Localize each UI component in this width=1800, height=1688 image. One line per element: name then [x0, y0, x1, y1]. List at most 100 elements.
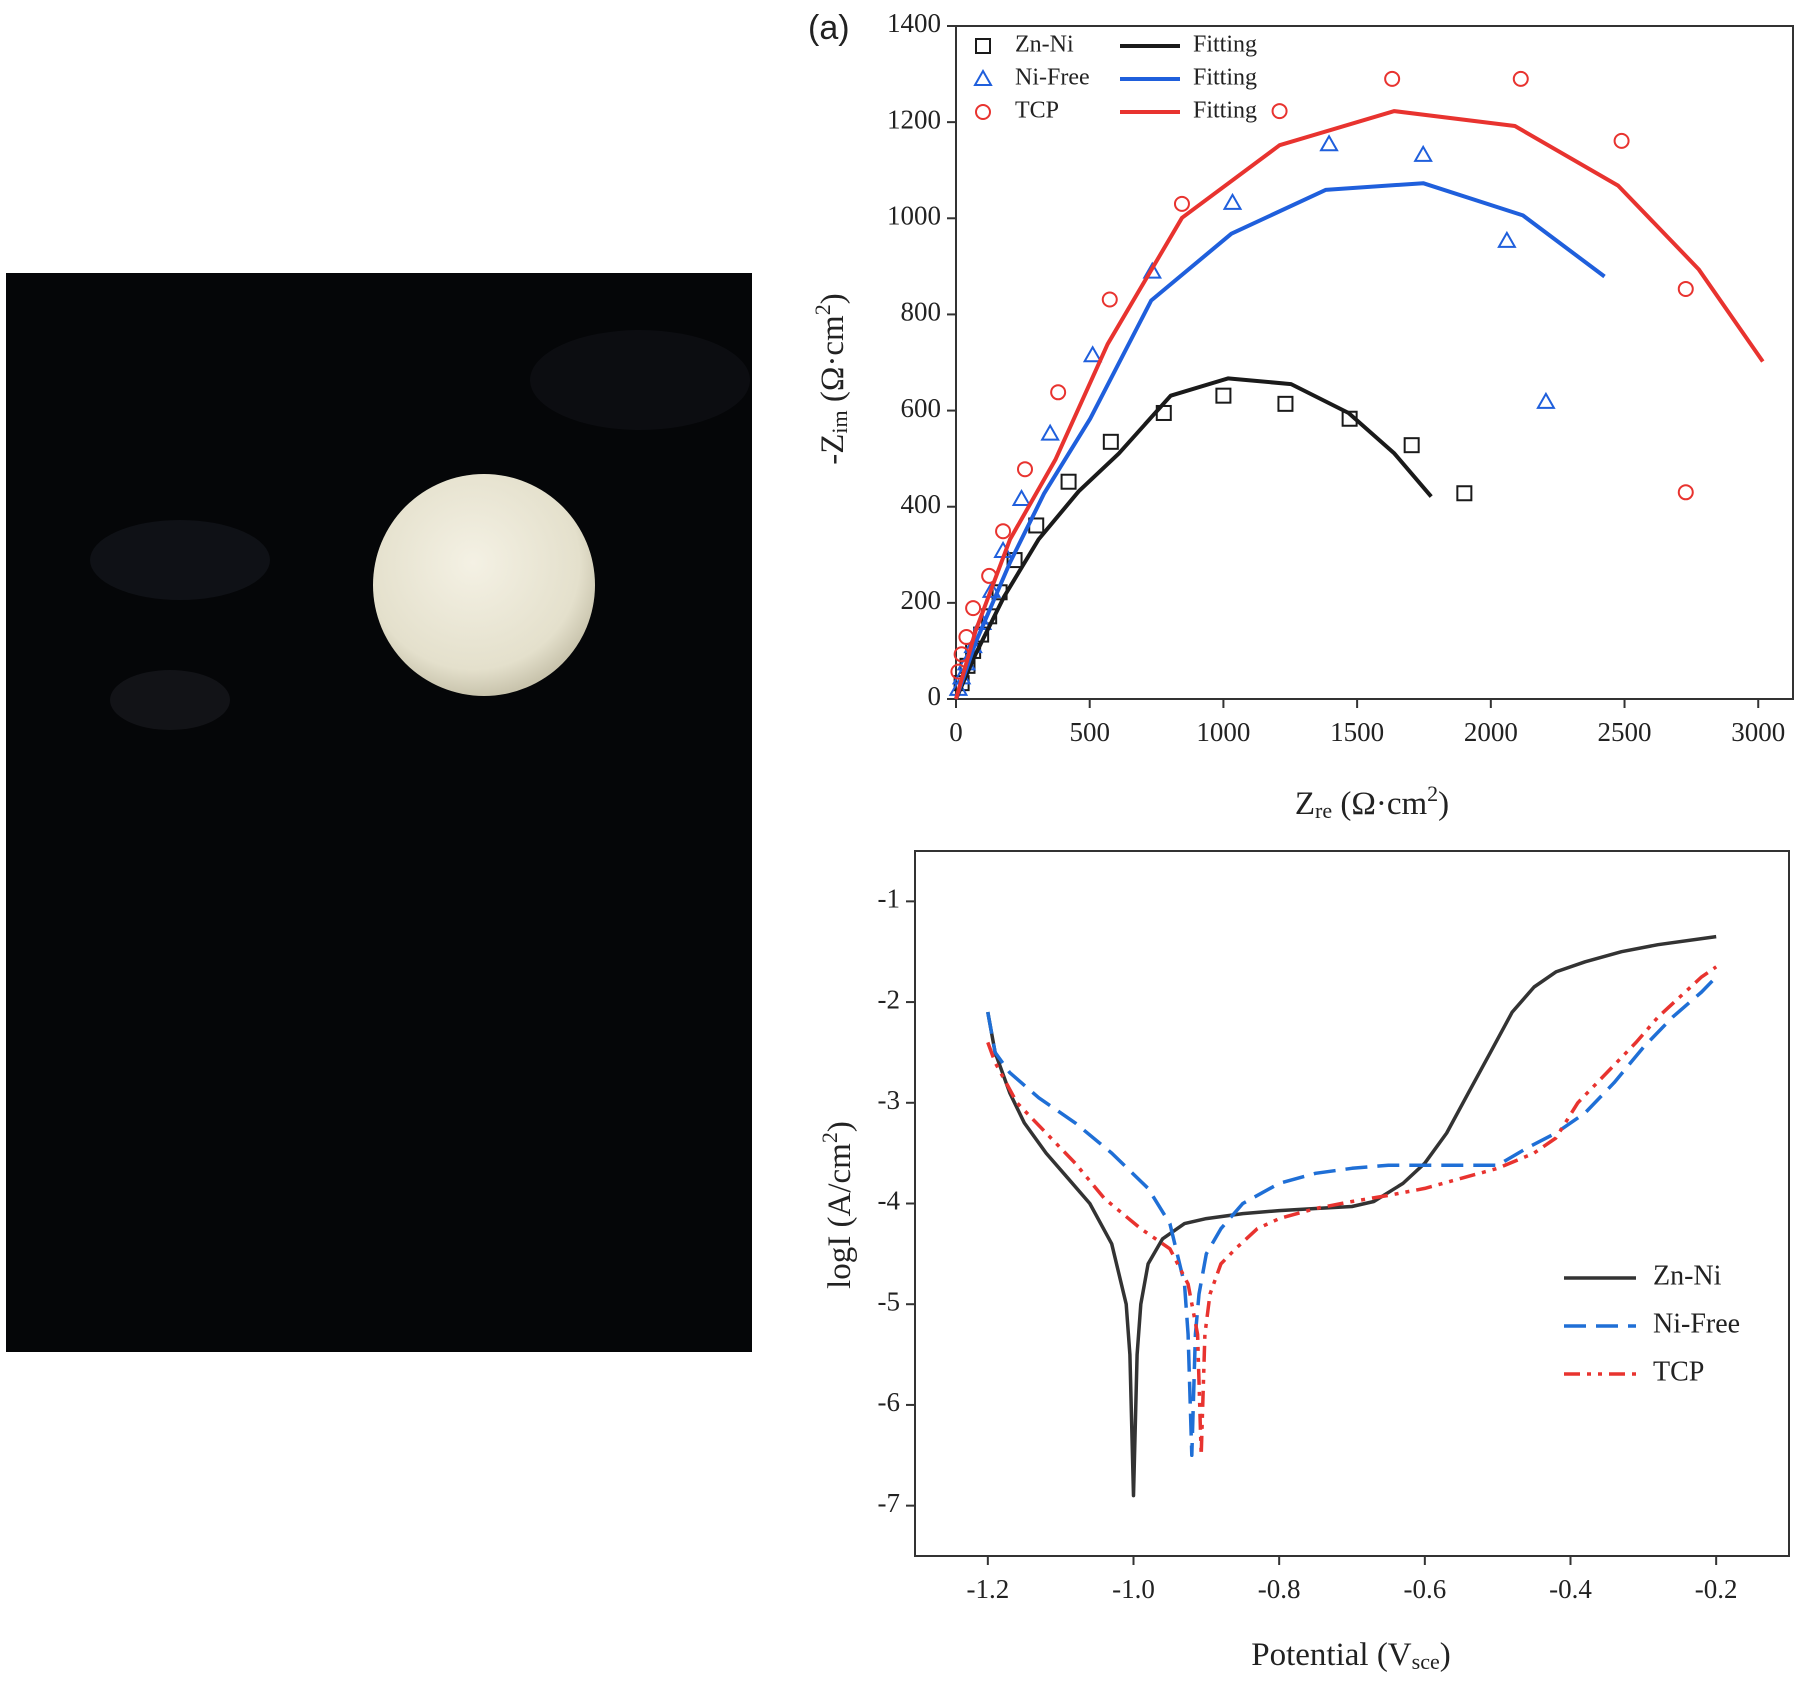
x-tick-label: -0.8	[1258, 1574, 1301, 1604]
legend-label: TCP	[1653, 1356, 1704, 1387]
x-tick-label: 500	[1069, 717, 1110, 747]
y-tick-label: 200	[901, 585, 942, 615]
marker-circle	[1173, 195, 1190, 212]
x-tick-label: -0.2	[1695, 1574, 1738, 1604]
legend-label: Ni-Free	[1653, 1308, 1740, 1339]
x-tick-label: 2500	[1598, 717, 1652, 747]
plot-frame	[914, 850, 1790, 1557]
axis-title-sub: re	[1315, 798, 1332, 823]
y-tick-label: -5	[878, 1286, 901, 1316]
series-line	[954, 376, 1433, 700]
x-tick-label: -1.2	[966, 1574, 1009, 1604]
axis-title-part: (Ω·cm	[815, 315, 851, 410]
photo-panel	[6, 273, 752, 1352]
legend-label: Fitting	[1193, 65, 1257, 91]
photo-texture	[110, 670, 230, 730]
series-line	[954, 181, 1606, 700]
axis-title-sup: 2	[1427, 781, 1438, 806]
axis-title: Zre (Ω·cm2)	[1295, 781, 1449, 822]
marker-triangle	[1040, 423, 1060, 441]
axis-title-part: )	[822, 1121, 858, 1132]
axis-title: -Zim (Ω·cm2)	[810, 293, 851, 464]
x-tick-label: -0.6	[1403, 1574, 1446, 1604]
legend-marker	[975, 38, 991, 54]
y-tick-label: 400	[901, 489, 942, 519]
x-tick-label: -0.4	[1549, 1574, 1592, 1604]
y-tick-label: 1400	[887, 8, 941, 38]
axis-title-part: (Ω·cm	[1332, 786, 1427, 822]
marker-circle	[1512, 70, 1529, 87]
y-tick-label: 600	[901, 393, 942, 423]
axis-title: Potential (Vsce)	[1251, 1637, 1451, 1674]
marker-triangle	[1536, 391, 1556, 409]
marker-circle	[1016, 461, 1033, 478]
axis-title-part: )	[1440, 1637, 1451, 1673]
marker-circle	[1613, 132, 1630, 149]
marker-circle	[995, 523, 1012, 540]
x-tick-label: 0	[949, 717, 963, 747]
plot-frame	[955, 25, 1794, 700]
y-tick-label: -7	[878, 1488, 901, 1518]
y-tick-label: -3	[878, 1085, 901, 1115]
marker-triangle	[1142, 261, 1163, 279]
y-tick-label: 1000	[887, 200, 941, 230]
legend-marker	[973, 68, 993, 86]
marker-circle	[1677, 484, 1694, 501]
series-line	[986, 934, 1717, 1498]
marker-square	[1277, 395, 1294, 412]
x-tick-label: 3000	[1731, 717, 1785, 747]
axis-title: logI (A/cm2)	[817, 1121, 857, 1289]
axis-title-part: logI (A/cm	[822, 1143, 858, 1289]
axis-title-part: Z	[1295, 786, 1315, 822]
marker-triangle	[1497, 230, 1517, 248]
axis-title-part: -Z	[815, 434, 851, 465]
marker-circle	[1101, 291, 1118, 308]
marker-square	[1403, 437, 1420, 454]
legend-label: Fitting	[1193, 98, 1257, 124]
y-tick-label: 0	[928, 681, 942, 711]
x-tick-label: 1000	[1196, 717, 1250, 747]
legend-label: Zn-Ni	[1653, 1260, 1722, 1291]
panel-label: (a)	[808, 9, 850, 47]
x-tick-label: -1.0	[1112, 1574, 1155, 1604]
legend-label: Zn-Ni	[1015, 32, 1074, 58]
x-tick-label: 2000	[1464, 717, 1518, 747]
legend-marker	[975, 104, 991, 120]
marker-triangle	[1222, 192, 1243, 210]
y-tick-label: -1	[878, 884, 901, 914]
axis-title-sub: sce	[1412, 1649, 1440, 1674]
y-tick-label: -2	[878, 984, 901, 1014]
marker-circle	[1271, 103, 1288, 120]
series-line	[986, 965, 1718, 1458]
marker-triangle	[1011, 489, 1032, 507]
axis-title-sub: im	[827, 410, 852, 433]
photo-texture	[90, 520, 270, 600]
axis-title-part: )	[815, 293, 851, 304]
marker-triangle	[1413, 144, 1433, 162]
marker-triangle	[1082, 345, 1103, 363]
marker-circle	[1384, 70, 1401, 87]
marker-square	[1102, 433, 1119, 450]
y-tick-label: 1200	[887, 104, 941, 134]
photo-texture	[530, 330, 750, 430]
marker-circle	[1050, 384, 1067, 401]
marker-square	[1215, 387, 1232, 404]
coating-disc	[373, 474, 595, 696]
series-line	[986, 975, 1718, 1458]
marker-triangle	[981, 580, 1002, 598]
axis-title-part: Potential (V	[1251, 1637, 1412, 1673]
y-tick-label: 800	[901, 297, 942, 327]
series-line	[954, 109, 1765, 700]
marker-square	[1456, 485, 1473, 502]
legend-label: Ni-Free	[1015, 65, 1090, 91]
marker-triangle	[1319, 134, 1339, 152]
legend-label: Fitting	[1193, 32, 1257, 58]
marker-circle	[1677, 280, 1694, 297]
axis-title-sup: 2	[817, 1132, 842, 1143]
marker-circle	[965, 600, 982, 617]
legend-label: TCP	[1015, 98, 1059, 124]
y-tick-label: -4	[878, 1186, 901, 1216]
marker-square	[1060, 473, 1077, 490]
